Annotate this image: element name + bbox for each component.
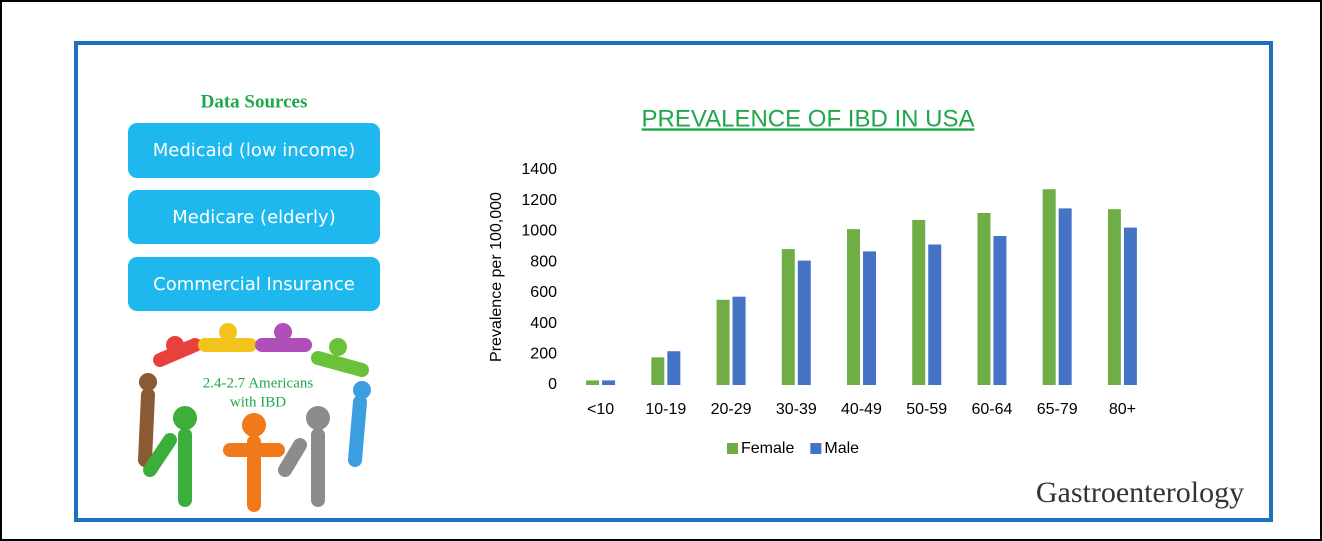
bar bbox=[717, 300, 730, 385]
y-tick-label: 1200 bbox=[521, 192, 557, 209]
source-label: Medicaid (low income) bbox=[153, 140, 356, 161]
bar bbox=[798, 261, 811, 385]
bar bbox=[782, 249, 795, 385]
x-tick-label: 10-19 bbox=[645, 401, 686, 418]
bar bbox=[733, 297, 746, 385]
y-axis-label: Prevalence per 100,000 bbox=[488, 192, 505, 362]
bar bbox=[667, 351, 680, 385]
chart-title: PREVALENCE OF IBD IN USA bbox=[642, 105, 975, 132]
bar bbox=[977, 213, 990, 385]
x-tick-label: 20-29 bbox=[711, 401, 752, 418]
y-tick-label: 1000 bbox=[521, 223, 557, 240]
bar bbox=[1043, 189, 1056, 385]
bar bbox=[993, 236, 1006, 385]
bar bbox=[602, 380, 615, 385]
caption-line: with IBD bbox=[230, 394, 286, 410]
y-tick-label: 400 bbox=[530, 315, 557, 332]
legend-swatch bbox=[727, 443, 738, 454]
x-tick-label: <10 bbox=[587, 401, 614, 418]
bar bbox=[1108, 209, 1121, 385]
x-tick-label: 60-64 bbox=[971, 401, 1012, 418]
page: Data Sources Medicaid (low income) Medic… bbox=[0, 0, 1322, 541]
legend-label: Female bbox=[741, 440, 794, 457]
y-tick-label: 1400 bbox=[521, 161, 557, 178]
y-tick-label: 800 bbox=[530, 253, 557, 270]
source-label: Commercial Insurance bbox=[153, 274, 355, 295]
bar bbox=[928, 244, 941, 385]
legend-label: Male bbox=[824, 440, 859, 457]
bar bbox=[586, 380, 599, 385]
bar bbox=[912, 220, 925, 385]
y-tick-label: 0 bbox=[548, 376, 557, 393]
x-tick-label: 65-79 bbox=[1037, 401, 1078, 418]
bar bbox=[1059, 208, 1072, 385]
x-tick-label: 50-59 bbox=[906, 401, 947, 418]
caption-line: 2.4-2.7 Americans bbox=[203, 375, 314, 391]
bar bbox=[651, 357, 664, 385]
sources-heading: Data Sources bbox=[201, 91, 308, 112]
x-tick-label: 40-49 bbox=[841, 401, 882, 418]
x-tick-label: 30-39 bbox=[776, 401, 817, 418]
x-tick-label: 80+ bbox=[1109, 401, 1136, 418]
legend-swatch bbox=[810, 443, 821, 454]
y-tick-label: 200 bbox=[530, 346, 557, 363]
source-label: Medicare (elderly) bbox=[172, 207, 335, 228]
y-tick-label: 600 bbox=[530, 284, 557, 301]
journal-name: Gastroenterology bbox=[1036, 476, 1244, 509]
bar bbox=[1124, 228, 1137, 385]
bar bbox=[863, 251, 876, 385]
bar bbox=[847, 229, 860, 385]
